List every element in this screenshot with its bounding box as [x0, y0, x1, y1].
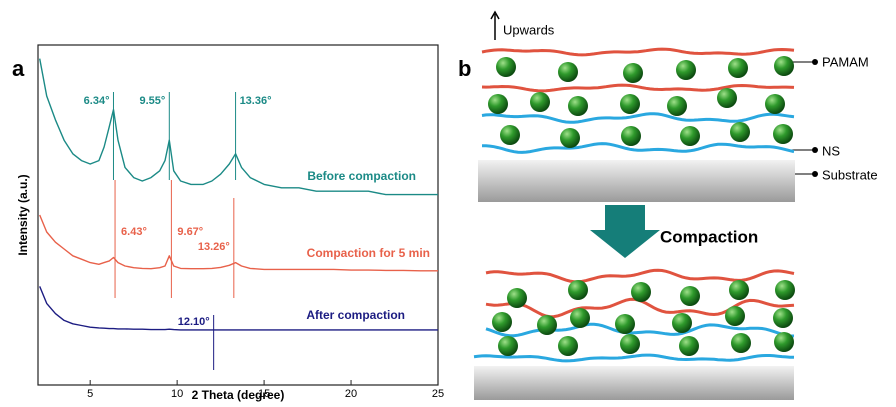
pamam-sphere [558, 62, 578, 82]
pamam-sphere [774, 332, 794, 352]
pamam-sphere [730, 122, 750, 142]
pamam-sphere [773, 308, 793, 328]
pamam-sphere [496, 57, 516, 77]
substrate [478, 160, 795, 202]
substrate [474, 366, 794, 400]
sheet [474, 355, 794, 361]
sheet [482, 85, 794, 91]
pamam-sphere [725, 306, 745, 326]
peak-label: 13.36° [240, 95, 272, 107]
pamam-sphere [765, 94, 785, 114]
pamam-sphere [672, 313, 692, 333]
x-tick-label: 25 [432, 388, 444, 400]
x-axis-label: 2 Theta (degree) [192, 388, 285, 402]
pamam-sphere [507, 288, 527, 308]
pamam-sphere [773, 124, 793, 144]
pamam-sphere [620, 334, 640, 354]
sheet [482, 144, 794, 153]
pamam-sphere [570, 308, 590, 328]
pamam-sphere [623, 63, 643, 83]
x-tick-label: 15 [258, 388, 270, 400]
x-tick-label: 10 [171, 388, 183, 400]
pamam-sphere [615, 314, 635, 334]
pamam-sphere [621, 126, 641, 146]
arrow [590, 205, 660, 258]
sheet [482, 49, 794, 55]
pamam-sphere [488, 94, 508, 114]
pamam-sphere [774, 56, 794, 76]
pamam-sphere [537, 315, 557, 335]
pamam-sphere [500, 125, 520, 145]
pamam-sphere [568, 280, 588, 300]
pamam-sphere [568, 96, 588, 116]
peak-label: 6.43° [121, 226, 147, 238]
series-label: After compaction [306, 308, 405, 322]
pamam-sphere [775, 280, 795, 300]
pamam-sphere [620, 94, 640, 114]
pamam-sphere [631, 282, 651, 302]
figure: a b 2 Theta (degree) Intensity (a.u.) Up… [0, 0, 896, 402]
pamam-sphere [498, 336, 518, 356]
label: Upwards [503, 22, 555, 37]
pamam-sphere [680, 286, 700, 306]
label: PAMAM [822, 54, 869, 69]
panel-label: a [12, 56, 25, 81]
x-tick-label: 20 [345, 388, 357, 400]
peak-label: 9.55° [139, 95, 165, 107]
peak-label: 13.26° [198, 241, 230, 253]
x-tick-label: 5 [87, 388, 93, 400]
series-label: Before compaction [307, 169, 416, 183]
sheet [482, 114, 794, 123]
sheet [486, 270, 794, 282]
peak-label: 6.34° [84, 95, 110, 107]
pamam-sphere [667, 96, 687, 116]
sheet [486, 324, 794, 336]
label: NS [822, 143, 840, 158]
data-line [40, 215, 438, 271]
label: Substrate [822, 167, 878, 182]
series-label: Compaction for 5 min [307, 246, 430, 260]
pamam-sphere [679, 336, 699, 356]
pamam-sphere [530, 92, 550, 112]
pamam-sphere [717, 88, 737, 108]
peak-label: 12.10° [178, 316, 210, 328]
pamam-sphere [731, 333, 751, 353]
pamam-sphere [492, 312, 512, 332]
peak-label: 9.67° [177, 226, 203, 238]
pamam-sphere [676, 60, 696, 80]
pamam-sphere [680, 126, 700, 146]
pamam-sphere [558, 336, 578, 356]
schematic: Upwards Compaction PAMAM NS Substrate [474, 12, 878, 400]
pamam-sphere [728, 58, 748, 78]
pamam-sphere [560, 128, 580, 148]
panel-label: b [458, 56, 471, 81]
y-axis-label: Intensity (a.u.) [16, 174, 30, 255]
label: Compaction [660, 227, 758, 246]
pamam-sphere [729, 280, 749, 300]
